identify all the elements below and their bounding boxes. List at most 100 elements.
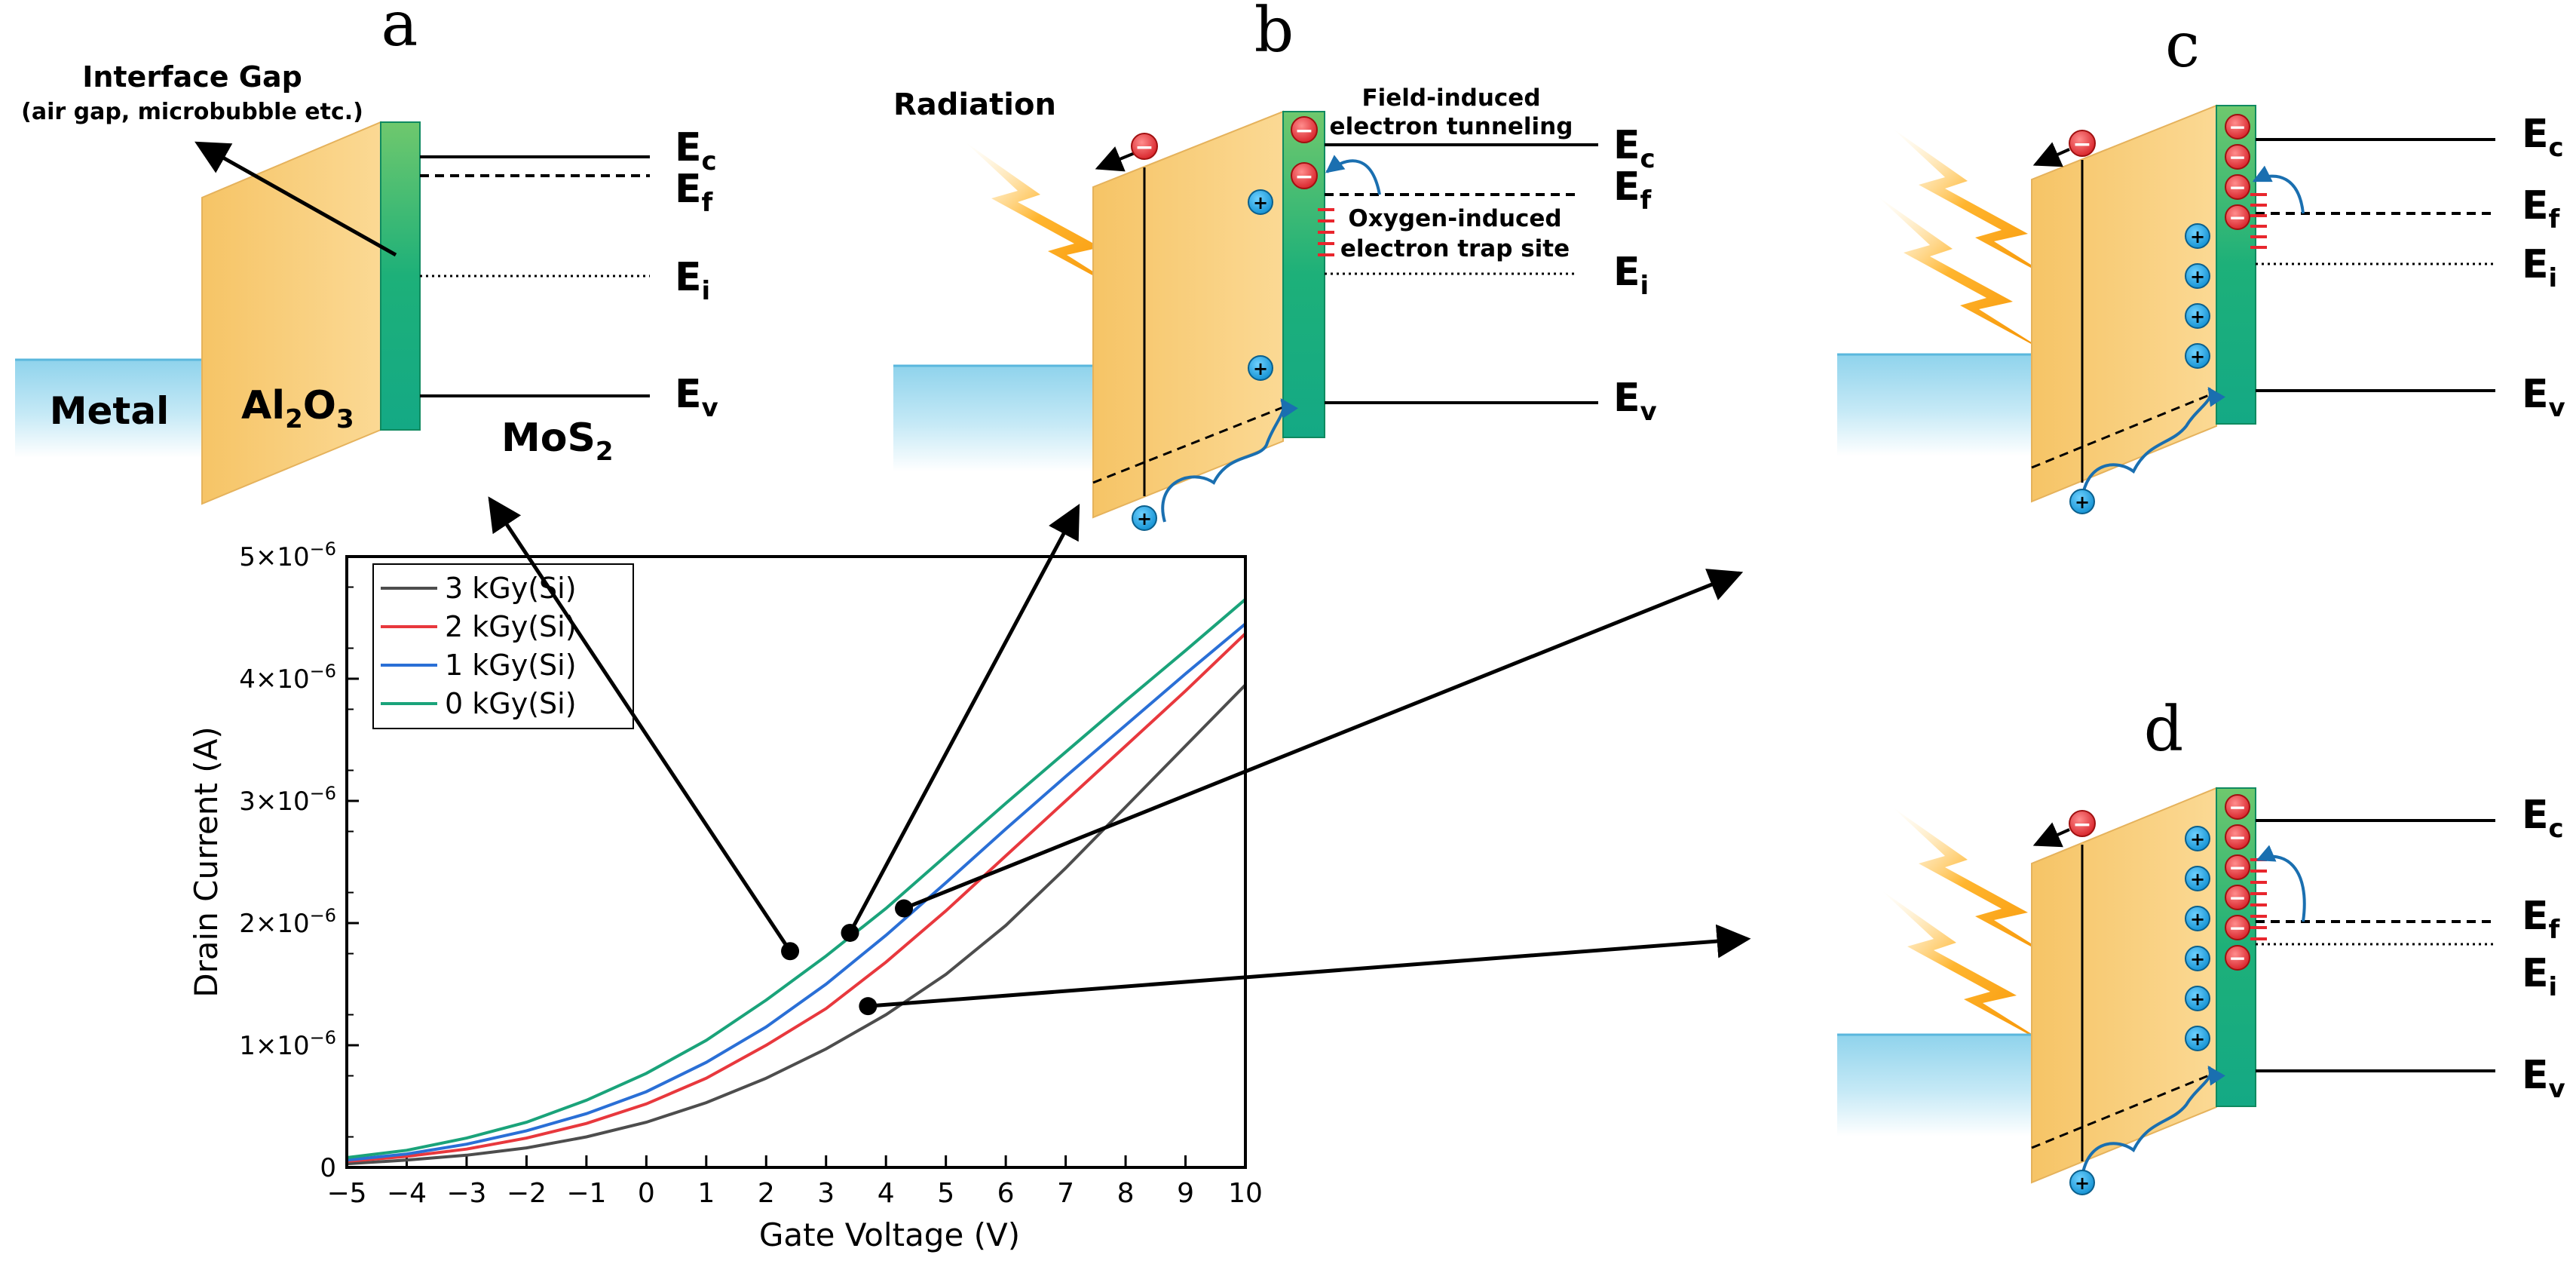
svg-text:+: + bbox=[2190, 1029, 2205, 1050]
y-tick-label: 4×10−6 bbox=[239, 661, 336, 695]
hole-icon: + bbox=[1248, 355, 1273, 381]
x-tick-label: −4 bbox=[387, 1178, 427, 1209]
interface-gap-title: Interface Gap bbox=[82, 60, 302, 94]
ev-label: Ev bbox=[2522, 1053, 2565, 1104]
ec-label: Ec bbox=[1613, 123, 1656, 174]
chart-legend: 3 kGy(Si)2 kGy(Si)1 kGy(Si)0 kGy(Si) bbox=[372, 563, 634, 729]
trap-label-2: electron trap site bbox=[1340, 235, 1570, 262]
ef-label: Ef bbox=[1613, 164, 1652, 216]
svg-text:−: − bbox=[2228, 916, 2246, 940]
trap-label-1: Oxygen-induced bbox=[1348, 205, 1561, 232]
metal-region bbox=[893, 366, 1093, 471]
emitted-electron-arrow bbox=[2032, 142, 2070, 167]
x-tick-label: −3 bbox=[446, 1178, 486, 1209]
metal-label: Metal bbox=[50, 389, 169, 433]
svg-text:+: + bbox=[2075, 1173, 2090, 1194]
mos2-channel bbox=[380, 121, 421, 431]
electron-icon: − bbox=[2225, 144, 2250, 170]
series-line-2 bbox=[346, 622, 1247, 1162]
svg-text:−: − bbox=[2072, 131, 2091, 158]
oxide-layer bbox=[201, 121, 381, 505]
x-tick-label: 6 bbox=[997, 1178, 1015, 1209]
panel-letter-c: c bbox=[2165, 10, 2200, 81]
hole-icon: + bbox=[2185, 303, 2210, 329]
electron-icon: − bbox=[1131, 133, 1158, 161]
electron-icon: − bbox=[2225, 915, 2250, 940]
ev-label: Ev bbox=[675, 372, 718, 423]
svg-text:−: − bbox=[1294, 118, 1313, 144]
hole-icon: + bbox=[2069, 489, 2095, 514]
svg-text:−: − bbox=[2228, 175, 2246, 200]
tunneling-arrow bbox=[1325, 155, 1381, 195]
svg-text:+: + bbox=[2190, 829, 2205, 850]
oxide-trap-level bbox=[2031, 391, 2217, 469]
y-tick-label: 3×10−6 bbox=[239, 783, 336, 817]
svg-text:−: − bbox=[2228, 795, 2246, 820]
x-tick-label: 3 bbox=[817, 1178, 835, 1209]
electron-icon: − bbox=[2225, 174, 2250, 200]
ei-label: Ei bbox=[2522, 242, 2557, 293]
oxide-layer bbox=[1092, 110, 1284, 519]
svg-text:+: + bbox=[2190, 949, 2205, 970]
hole-icon: + bbox=[2069, 1170, 2095, 1195]
x-tick-label: −2 bbox=[507, 1178, 547, 1209]
panel-letter-a: a bbox=[381, 0, 418, 60]
y-tick-label: 2×10−6 bbox=[239, 905, 336, 939]
chart-axes: −5 −4 −3 −2 −1 0 1 2 3 4 5 6 7 8 9 10 0 1×10−6 2×10−6 3×10−… bbox=[239, 538, 1263, 1209]
hole-icon: + bbox=[2185, 223, 2210, 249]
hole-hopping-arrow bbox=[2081, 387, 2225, 498]
hole-icon: + bbox=[2185, 826, 2210, 851]
x-tick-label: −1 bbox=[566, 1178, 606, 1209]
panel-b: b Radiation Field-induced electron tunne… bbox=[893, 0, 1657, 531]
svg-text:+: + bbox=[2190, 909, 2205, 930]
pointer-arrow-c bbox=[903, 569, 1744, 910]
hole-icon: + bbox=[2185, 946, 2210, 971]
electron-icon: − bbox=[2069, 810, 2096, 838]
panel-d: d − − − − − − − + + bbox=[1837, 694, 2565, 1195]
x-tick-label: 2 bbox=[758, 1178, 775, 1209]
electron-icon: − bbox=[2225, 824, 2250, 850]
hole-icon: + bbox=[2185, 866, 2210, 891]
marker-point-d bbox=[859, 997, 878, 1016]
ec-label: Ec bbox=[2522, 112, 2564, 163]
ec-label: Ec bbox=[675, 125, 717, 176]
emitted-electron-arrow bbox=[2032, 822, 2070, 848]
series-line-3 bbox=[346, 598, 1247, 1159]
svg-text:+: + bbox=[2075, 492, 2090, 513]
pointer-arrow-a bbox=[488, 496, 792, 952]
radiation-bolt-icon bbox=[1881, 890, 2054, 1048]
marker-point-a bbox=[781, 942, 800, 961]
electron-icon: − bbox=[2225, 885, 2250, 910]
svg-text:+: + bbox=[2190, 869, 2205, 890]
hole-icon: + bbox=[2185, 343, 2210, 369]
radiation-label: Radiation bbox=[893, 87, 1056, 122]
svg-text:−: − bbox=[1294, 164, 1313, 190]
plot-frame bbox=[345, 555, 1247, 1169]
svg-text:+: + bbox=[1253, 192, 1268, 213]
panel-a: a Interface Gap (air gap, microbubble et… bbox=[15, 0, 718, 505]
oxide-label: Al2O3 bbox=[241, 383, 354, 434]
electron-icon: − bbox=[2225, 794, 2250, 820]
legend-entry: 2 kGy(Si) bbox=[445, 610, 577, 643]
metal-region bbox=[15, 360, 204, 458]
svg-text:−: − bbox=[2228, 855, 2246, 880]
tunneling-label-1: Field-induced bbox=[1362, 84, 1540, 112]
ev-label: Ev bbox=[1613, 376, 1657, 427]
svg-text:−: − bbox=[2072, 811, 2091, 838]
electron-icon: − bbox=[2225, 114, 2250, 140]
ei-label: Ei bbox=[675, 255, 710, 306]
ev-label: Ev bbox=[2522, 372, 2565, 423]
ec-label: Ec bbox=[2522, 793, 2564, 844]
panel-letter-b: b bbox=[1254, 0, 1294, 66]
hole-icon: + bbox=[2185, 1026, 2210, 1051]
marker-pointers bbox=[488, 496, 1751, 1016]
legend-entry: 0 kGy(Si) bbox=[445, 687, 577, 720]
pointer-arrow-d bbox=[868, 924, 1751, 1008]
ef-label: Ef bbox=[2522, 183, 2561, 235]
hole-icon: + bbox=[2185, 263, 2210, 289]
svg-text:−: − bbox=[2228, 885, 2246, 910]
x-axis-label: Gate Voltage (V) bbox=[759, 1216, 1020, 1253]
x-tick-label: 1 bbox=[697, 1178, 715, 1209]
x-tick-label: −5 bbox=[326, 1178, 366, 1209]
